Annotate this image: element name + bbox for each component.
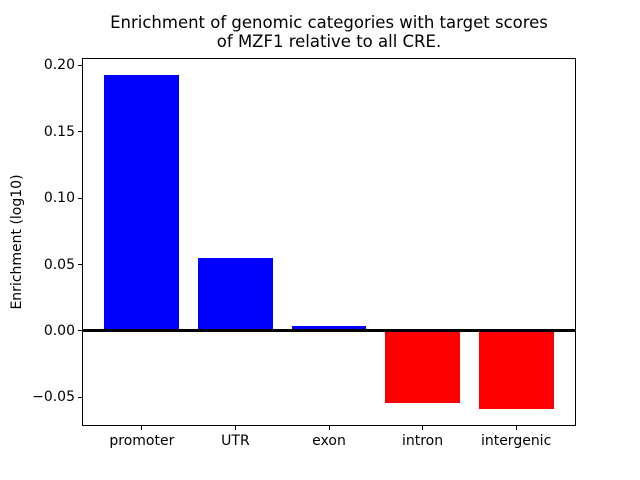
x-tick-mark [328, 426, 330, 430]
y-tick-mark [78, 396, 82, 398]
y-tick-mark [78, 197, 82, 199]
y-tick-label: 0.15 [43, 123, 75, 140]
x-tick-label-intergenic: intergenic [480, 433, 552, 449]
x-tick-label-UTR: UTR [221, 433, 250, 449]
y-tick-label: 0.05 [43, 256, 75, 273]
x-tick-label-exon: exon [312, 433, 346, 449]
bar-exon [291, 326, 367, 331]
bar-UTR [198, 257, 273, 331]
y-tick-label: 0.20 [43, 57, 75, 74]
chart-title: Enrichment of genomic categories with ta… [82, 13, 576, 51]
x-tick-label-promoter: promoter [109, 433, 175, 449]
x-tick-mark [141, 426, 143, 430]
x-tick-mark [422, 426, 424, 430]
x-tick-label-intron: intron [401, 433, 444, 449]
chart-title-line-2: of MZF1 relative to all CRE. [216, 32, 442, 51]
y-tick-label: 0.10 [43, 190, 75, 207]
y-tick-mark [78, 64, 82, 66]
y-tick-mark [78, 330, 82, 332]
y-tick-mark [78, 264, 82, 266]
bar-promoter [104, 74, 180, 331]
y-tick-label: −0.05 [32, 389, 75, 406]
bar-intron [385, 330, 460, 403]
y-tick-label: 0.00 [43, 322, 75, 339]
zero-baseline [82, 329, 576, 333]
x-tick-mark [515, 426, 517, 430]
y-tick-mark [78, 131, 82, 133]
chart-title-line-1: Enrichment of genomic categories with ta… [110, 13, 548, 32]
x-tick-mark [234, 426, 236, 430]
bar-intergenic [478, 330, 554, 410]
